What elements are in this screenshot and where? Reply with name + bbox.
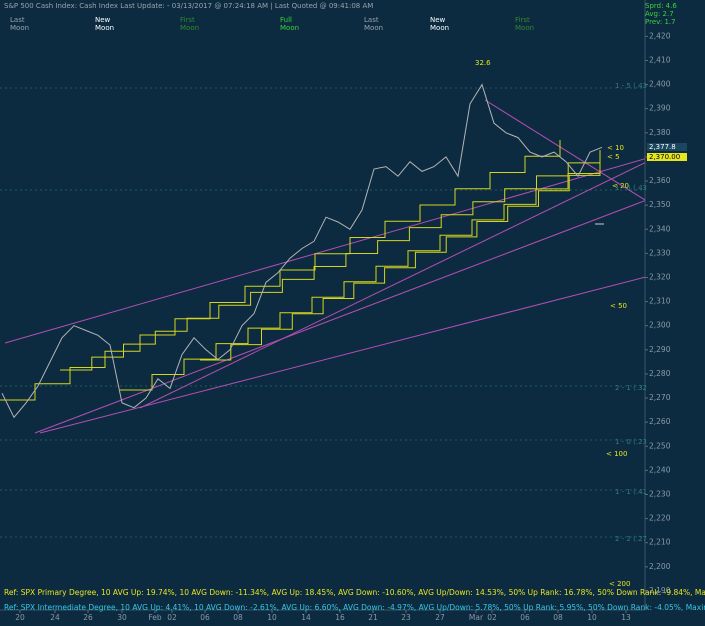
- y-tick-label: 2,420: [649, 31, 671, 40]
- x-tick-label: 02: [167, 613, 177, 622]
- x-tick-label: 08: [233, 613, 243, 622]
- moon-label: First: [515, 16, 530, 24]
- moon-label: Moon: [430, 24, 449, 32]
- moon-label: Moon: [515, 24, 534, 32]
- x-tick-label: Mar: [469, 613, 484, 622]
- stat: Sprd: 4.6: [645, 2, 677, 10]
- channel-label: 1 - 5 (.43: [615, 184, 647, 192]
- price-label: 2,370.00: [649, 153, 680, 161]
- y-tick-label: 2,250: [649, 441, 671, 450]
- annotation: 32.6: [475, 59, 491, 67]
- annotation: < 100: [606, 450, 627, 458]
- y-tick-label: 2,340: [649, 224, 671, 233]
- step-line: [120, 158, 601, 391]
- price-label: 2,377.8: [649, 143, 676, 151]
- price-box: [647, 153, 687, 161]
- x-tick-label: 24: [50, 613, 60, 622]
- moon-label: New: [95, 16, 111, 24]
- trend-line: [34, 200, 645, 434]
- step-line: [200, 160, 601, 361]
- y-tick-label: 2,200: [649, 562, 671, 571]
- x-tick-label: 02: [487, 613, 497, 622]
- x-tick-label: 30: [117, 613, 127, 622]
- y-tick-label: 2,280: [649, 369, 671, 378]
- annotation: < 50: [610, 302, 627, 310]
- annotation: < 5: [607, 153, 620, 161]
- x-tick-label: 16: [335, 613, 345, 622]
- y-tick-label: 2,360: [649, 176, 671, 185]
- x-tick-label: 08: [553, 613, 563, 622]
- moon-label: Last: [10, 16, 25, 24]
- x-tick-label: 06: [520, 613, 530, 622]
- y-tick-label: 2,320: [649, 272, 671, 281]
- x-tick-label: 14: [301, 613, 311, 622]
- trend-line: [139, 162, 645, 409]
- moon-label: Moon: [180, 24, 199, 32]
- annotation: < 10: [607, 144, 624, 152]
- price-box: [647, 143, 687, 151]
- price-line: [1, 83, 603, 419]
- y-tick-label: 2,380: [649, 128, 671, 137]
- moon-label: Moon: [280, 24, 299, 32]
- trend-line: [4, 158, 645, 344]
- x-tick-label: 13: [621, 613, 631, 622]
- y-tick-label: 2,410: [649, 55, 671, 64]
- channel-label: 1 - 5 (.43: [615, 82, 647, 90]
- annotation: < 200: [609, 580, 630, 588]
- channel-label: 1 - 1 (.41: [615, 488, 647, 496]
- x-tick-label: 20: [15, 613, 25, 622]
- x-tick-label: 10: [267, 613, 277, 622]
- y-tick-label: 2,240: [649, 465, 671, 474]
- y-tick-label: 2,230: [649, 489, 671, 498]
- overlays: [0, 83, 645, 538]
- x-tick-label: 21: [368, 613, 378, 622]
- channel-label: 1 - 0 (.23: [615, 438, 647, 446]
- moon-label: Full: [280, 16, 292, 24]
- y-tick-label: 2,260: [649, 417, 671, 426]
- moon-label: Last: [364, 16, 379, 24]
- y-tick-label: 2,400: [649, 80, 671, 89]
- y-tick-label: 2,220: [649, 514, 671, 523]
- annotation: < 20: [612, 182, 629, 190]
- x-tick-label: 06: [200, 613, 210, 622]
- y-tick-label: 2,300: [649, 321, 671, 330]
- x-tick-label: 27: [435, 613, 445, 622]
- moon-label: Moon: [10, 24, 29, 32]
- y-tick-label: 2,290: [649, 345, 671, 354]
- y-tick-label: 2,270: [649, 393, 671, 402]
- channel-label: 2 - 2 (.27: [615, 535, 647, 543]
- moon-label: Moon: [364, 24, 383, 32]
- moon-label: First: [180, 16, 195, 24]
- footer-text: Ref: SPX Primary Degree, 10 AVG Up: 19.7…: [4, 588, 705, 597]
- y-tick-label: 2,390: [649, 104, 671, 113]
- step-line: [60, 150, 601, 371]
- x-tick-label: 23: [401, 613, 411, 622]
- moon-label: New: [430, 16, 446, 24]
- moon-label: Moon: [95, 24, 114, 32]
- y-tick-label: 2,210: [649, 538, 671, 547]
- channel-label: 2 - 1 (.32: [615, 384, 647, 392]
- header: S&P 500 Cash Index: Cash Index Last Upda…: [4, 2, 373, 10]
- y-tick-label: 2,190: [649, 586, 671, 595]
- footer-text: Ref: SPX Intermediate Degree, 10 AVG Up:…: [4, 603, 705, 612]
- x-tick-label: Feb: [148, 613, 162, 622]
- y-tick-label: 2,350: [649, 200, 671, 209]
- x-tick-label: 10: [587, 613, 597, 622]
- stat: Avg: 2.7: [645, 10, 674, 18]
- y-tick-label: 2,330: [649, 248, 671, 257]
- stat: Prev: 1.7: [645, 18, 676, 26]
- trend-line: [484, 99, 645, 201]
- x-tick-label: 26: [83, 613, 93, 622]
- y-tick-label: 2,310: [649, 297, 671, 306]
